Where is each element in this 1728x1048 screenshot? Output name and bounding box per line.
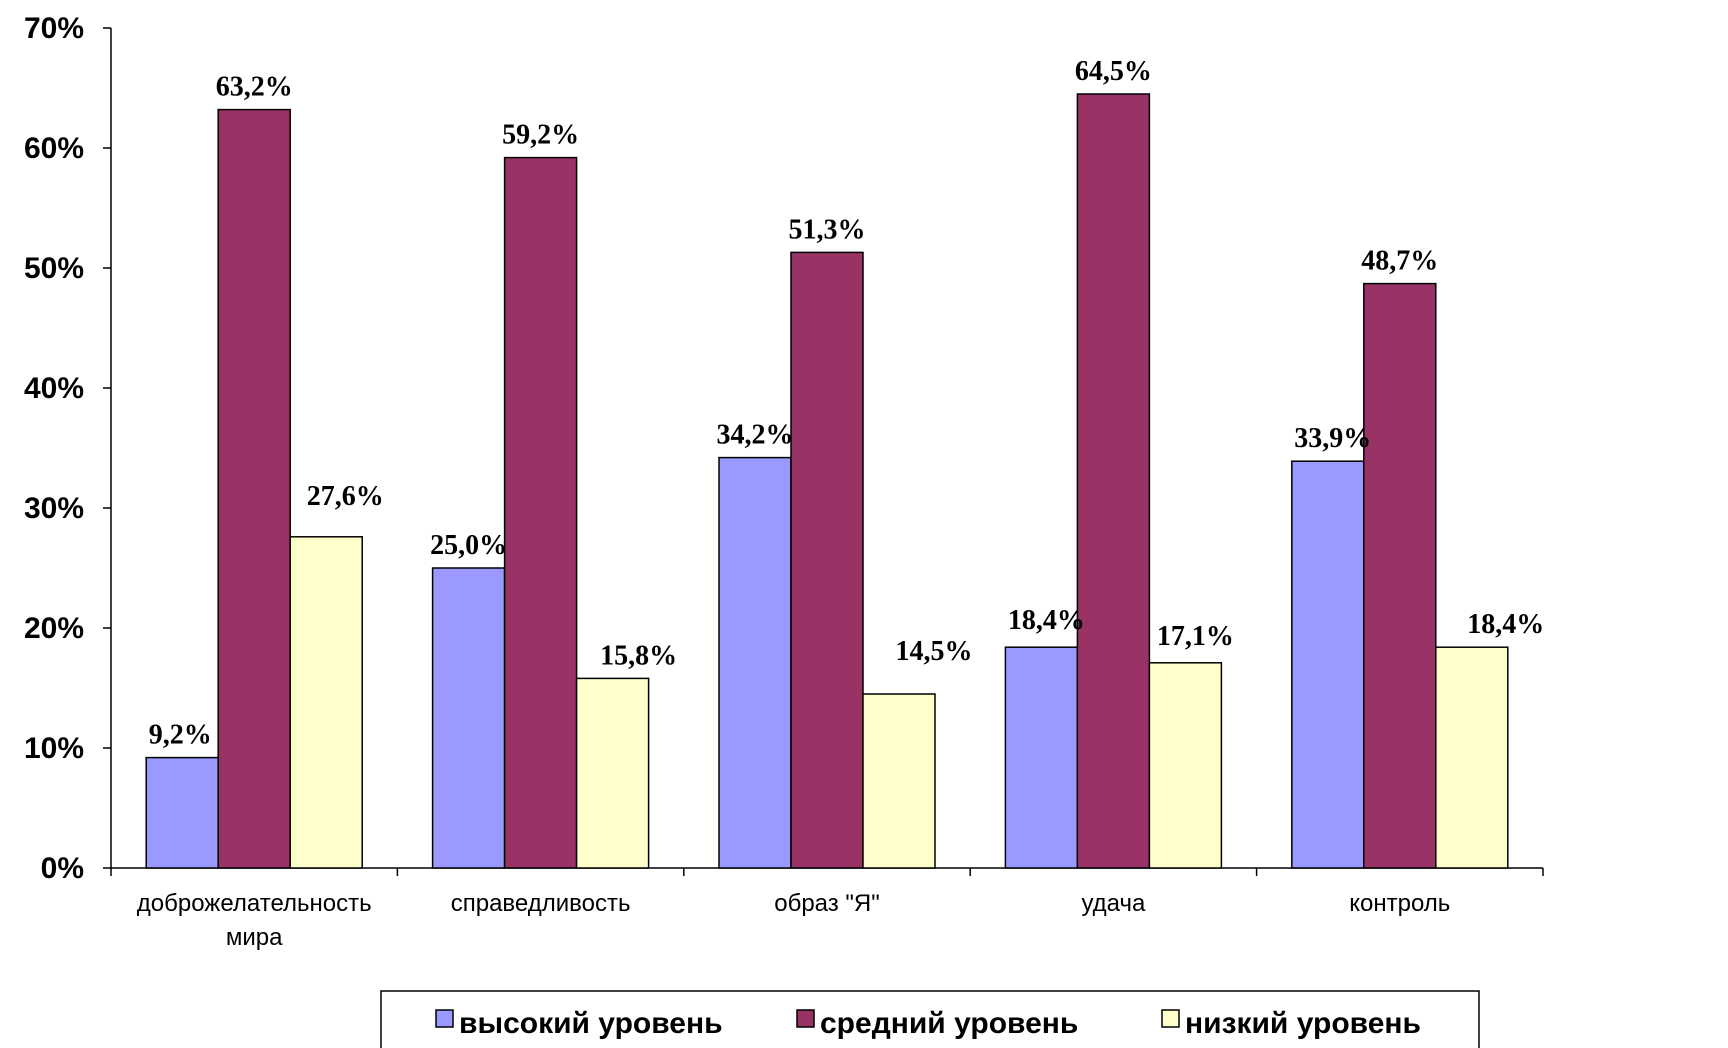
bar-2-5	[1363, 282, 1437, 869]
bar-1-4	[1004, 646, 1079, 869]
data-label: 34,2%	[717, 420, 794, 451]
data-label: 51,3%	[789, 214, 866, 245]
bar-2-1	[217, 108, 291, 869]
y-tick-label: 0%	[41, 852, 84, 885]
y-tick-label: 10%	[24, 732, 84, 765]
data-label: 27,6%	[307, 481, 384, 512]
x-tick-label: удача	[1081, 890, 1146, 917]
data-label: 64,5%	[1075, 56, 1152, 87]
bar-3-1	[289, 536, 363, 869]
bar-3-2	[575, 677, 650, 869]
data-labels: 9,2% 63,2% 27,6% 25,0% 59,2% 15,8% 34,2% 51,3% 1…	[149, 56, 1545, 751]
bar-3-5	[1435, 646, 1509, 869]
legend: высокий уровень средний уровень низкий уро…	[380, 990, 1480, 1048]
y-tick-label: 50%	[24, 252, 84, 285]
y-tick-label: 30%	[24, 492, 84, 525]
x-tick-label: доброжелательность	[137, 890, 372, 917]
x-tick-label: справедливость	[451, 890, 631, 917]
bar-3-4	[1148, 662, 1223, 869]
data-label: 63,2%	[216, 72, 293, 103]
legend-swatch-2	[796, 1009, 815, 1028]
bar-1-1	[145, 756, 219, 869]
data-label: 14,5%	[896, 636, 973, 667]
data-label: 18,4%	[1008, 605, 1085, 636]
data-label: 33,9%	[1294, 423, 1371, 454]
data-label: 15,8%	[600, 640, 677, 671]
data-label: 59,2%	[502, 120, 579, 151]
data-label: 9,2%	[149, 720, 212, 751]
bar-1-3	[718, 456, 792, 869]
y-tick-label: 20%	[24, 612, 84, 645]
x-tick-label: контроль	[1349, 890, 1450, 917]
y-tick-label: 60%	[24, 132, 84, 165]
bar-3-3	[862, 693, 936, 869]
y-tick-label: 70%	[24, 12, 84, 45]
bar-2-2	[503, 156, 578, 869]
bar-2-3	[790, 251, 864, 869]
legend-box	[380, 990, 1480, 1048]
legend-label-1: высокий уровень	[459, 1007, 723, 1040]
bar-1-5	[1291, 460, 1365, 869]
data-label: 17,1%	[1157, 621, 1234, 652]
bar-1-2	[431, 567, 506, 869]
data-label: 25,0%	[430, 530, 507, 561]
y-tick-label: 40%	[24, 372, 84, 405]
bar-2-4	[1076, 93, 1151, 869]
legend-label-2: средний уровень	[820, 1007, 1078, 1040]
x-tick-label: образ "Я"	[774, 890, 880, 917]
legend-swatch-1	[435, 1009, 454, 1028]
data-label: 48,7%	[1361, 246, 1438, 277]
data-label: 18,4%	[1467, 609, 1544, 640]
legend-label-3: низкий уровень	[1185, 1007, 1421, 1040]
legend-swatch-3	[1161, 1009, 1180, 1028]
bars	[145, 93, 1509, 869]
x-tick-label: мира	[226, 924, 283, 951]
